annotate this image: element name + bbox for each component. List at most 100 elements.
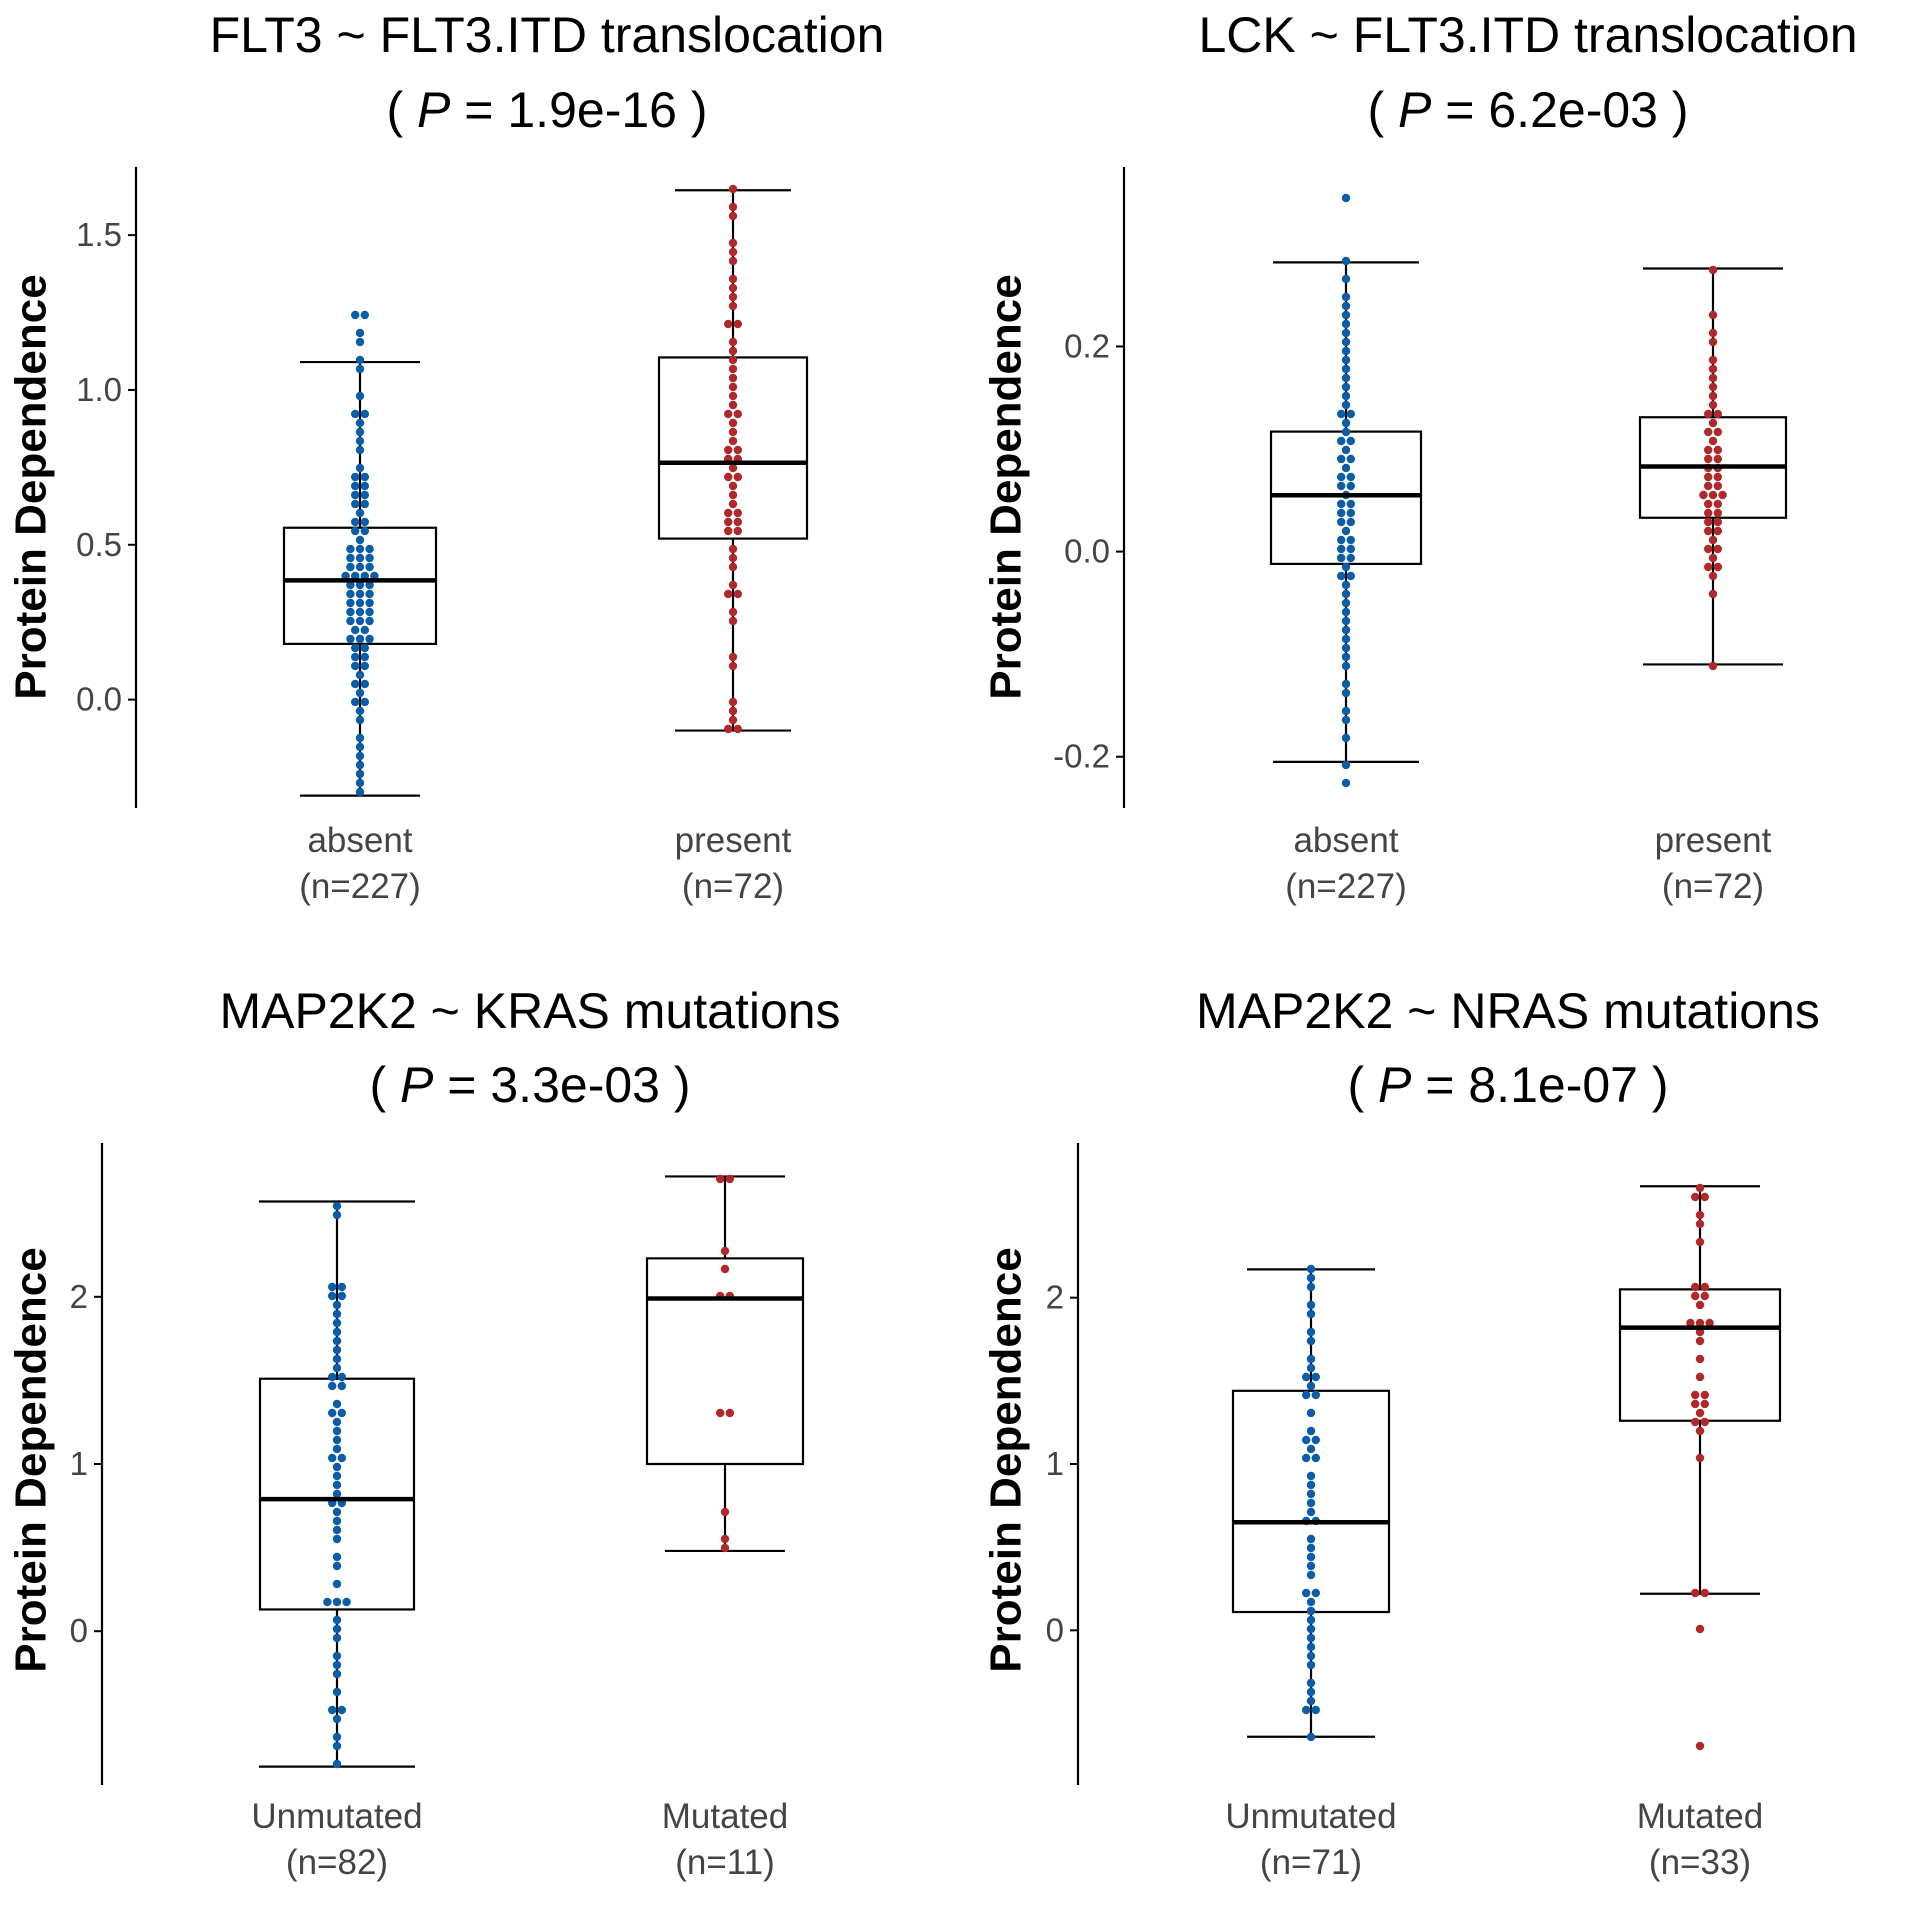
data-point [355,355,365,365]
panel-2: LCK ~ FLT3.ITD translocation ( P = 6.2e-0… [982,7,1858,906]
data-point [360,517,369,527]
data-point [1302,1435,1311,1445]
data-point [1713,454,1723,464]
data-point [1708,400,1718,410]
data-point [1341,760,1351,770]
data-point [332,1624,342,1634]
data-point [1346,409,1356,419]
data-point [346,580,355,590]
data-point [1341,463,1351,473]
data-point [728,274,738,284]
data-point [328,1381,337,1391]
data-point [355,418,365,428]
data-point [355,436,365,446]
data-point [1311,1453,1321,1463]
data-point [365,598,374,608]
data-point [1306,1264,1316,1274]
data-point [716,1408,725,1418]
data-point [351,310,360,320]
data-point [360,643,369,653]
data-point [332,1714,342,1724]
data-point [332,1480,342,1490]
data-point [346,589,355,599]
data-point [360,490,369,500]
data-point [1708,310,1718,320]
data-point [1306,1489,1316,1499]
data-point [346,553,355,563]
data-point [355,634,365,644]
data-point [355,535,365,545]
data-point [1341,445,1351,455]
data-point [1708,418,1718,428]
p-value-label: ( P = 3.3e-03 ) [369,1057,690,1113]
data-point [1704,544,1713,554]
data-point [332,1489,342,1499]
data-point [351,499,360,509]
data-point [733,319,742,329]
data-point [1700,1192,1710,1202]
data-point [365,553,374,563]
data-point [1311,1435,1321,1445]
data-point [1337,454,1346,464]
data-point [1337,535,1346,545]
panel-3: MAP2K2 ~ KRAS mutations ( P = 3.3e-03 ) Pr… [7,983,841,1882]
data-point [332,1651,342,1661]
data-point [1713,544,1723,554]
x-category-count: (n=227) [1285,867,1407,906]
data-point [365,589,374,599]
data-point [1311,1390,1321,1400]
data-point [1341,292,1351,302]
data-point [355,463,365,473]
data-point [1691,1399,1700,1409]
data-point [351,679,360,689]
data-point [1311,1588,1321,1598]
data-point [351,517,360,527]
data-point [337,1408,346,1418]
data-point [1700,1390,1710,1400]
data-point [332,1741,342,1751]
data-point [1691,1417,1700,1427]
data-point [724,589,733,599]
data-point [351,490,360,500]
data-point [1337,436,1346,446]
data-point [332,1444,342,1454]
box-iqr [282,526,438,645]
data-point [337,1291,346,1301]
data-point [332,1561,342,1571]
x-category-label: present [1655,821,1772,860]
data-point [355,742,365,752]
data-point [1306,1471,1316,1481]
data-point [728,463,738,473]
data-point [1337,472,1346,482]
data-point [1306,1282,1316,1292]
x-category-count: (n=11) [675,1843,775,1882]
data-point [728,337,738,347]
data-point [1337,499,1346,509]
data-point [1341,634,1351,644]
data-point [1306,1552,1316,1562]
data-point [332,1435,342,1445]
boxplot-unmutated [258,1200,416,1769]
data-point [360,526,369,536]
data-point [332,1327,342,1337]
data-point [1306,1426,1316,1436]
data-point [728,238,738,248]
data-point [332,1336,342,1346]
data-point [332,1597,342,1607]
data-point [351,697,360,707]
data-point [1341,382,1351,392]
y-tick-label: 0.0 [76,681,122,718]
data-point [337,1453,346,1463]
boxplot-absent [1269,193,1423,788]
data-point [728,715,738,725]
data-point [1306,1678,1316,1688]
data-point [355,508,365,518]
data-point [720,1534,730,1544]
boxplot-unmutated [1231,1264,1391,1742]
data-point [365,634,374,644]
data-point [728,490,738,500]
boxplot-mutated [645,1174,805,1553]
data-point [1346,553,1356,563]
y-tick-label: 0 [1046,1611,1064,1648]
